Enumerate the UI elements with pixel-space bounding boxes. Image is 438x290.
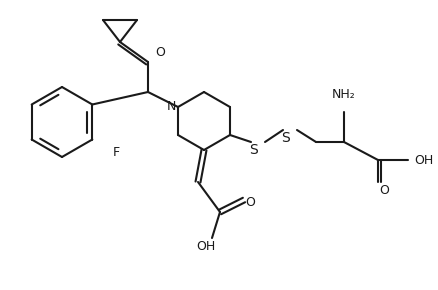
Text: O: O — [245, 195, 255, 209]
Text: OH: OH — [196, 240, 215, 253]
Text: S: S — [282, 131, 290, 145]
Text: O: O — [379, 184, 389, 197]
Text: S: S — [250, 143, 258, 157]
Text: F: F — [113, 146, 120, 159]
Text: OH: OH — [414, 153, 433, 166]
Text: N: N — [166, 99, 176, 113]
Text: O: O — [155, 46, 165, 59]
Text: NH₂: NH₂ — [332, 88, 356, 101]
